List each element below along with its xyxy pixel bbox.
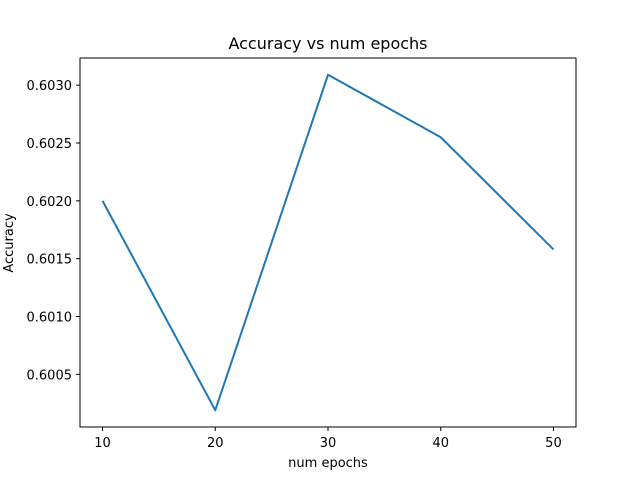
series-line-0 [101,73,555,412]
x-axis-label: num epochs [288,456,368,471]
y-axis-label: Accuracy [2,213,17,273]
y-tick-label: 0.6020 [27,195,73,210]
x-tick-label: 30 [320,436,337,451]
y-tick-label: 0.6005 [27,368,73,383]
x-tick-label: 10 [94,436,111,451]
plot-area [101,73,555,412]
x-tick-label: 40 [432,436,449,451]
y-tick-label: 0.6030 [27,79,73,94]
axes-frame [79,57,577,428]
x-tick-label: 20 [207,436,224,451]
x-tick-label: 50 [545,436,562,451]
y-axis: 0.6005 0.6010 0.6015 0.6020 0.6025 0.6030 [27,79,80,383]
chart-title: Accuracy vs num epochs [228,34,427,53]
y-tick-label: 0.6025 [27,137,73,152]
x-axis: 10 20 30 40 50 [94,427,562,451]
y-tick-label: 0.6015 [27,253,73,268]
y-tick-label: 0.6010 [27,311,73,326]
